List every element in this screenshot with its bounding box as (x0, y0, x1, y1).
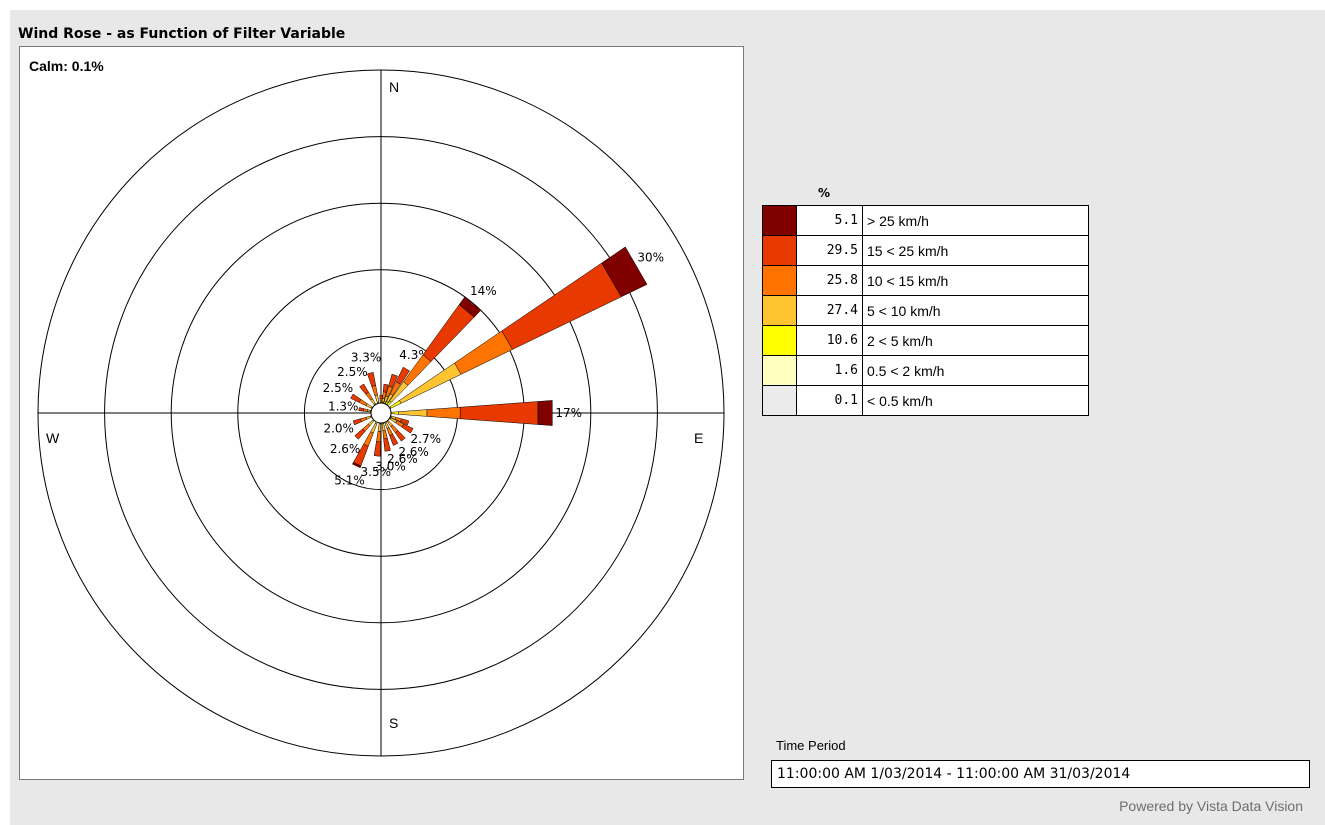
legend-value: 1.6 (796, 355, 863, 386)
legend-swatch (762, 355, 797, 386)
chart-title: Wind Rose - as Function of Filter Variab… (18, 26, 346, 42)
petal-segment (363, 408, 368, 412)
petal-segment (382, 383, 389, 393)
petal-segment (363, 431, 374, 447)
petal-segment (370, 423, 378, 434)
petal-segment (358, 407, 365, 412)
petal-segment (373, 441, 381, 457)
compass-north-label: N (389, 79, 399, 95)
legend-value: 5.1 (796, 205, 863, 236)
legend-row: 10.6 2 < 5 km/h (762, 325, 1089, 356)
legend-percent-header: % (818, 186, 831, 200)
powered-by-footer: Powered by Vista Data Vision (1119, 798, 1303, 814)
petal-segment (382, 429, 388, 440)
legend-label: < 0.5 km/h (862, 385, 1089, 416)
petal-segment (367, 371, 376, 387)
legend-label: 10 < 15 km/h (862, 265, 1089, 296)
calm-circle (370, 402, 392, 424)
petal-label: 1.3% (328, 399, 359, 413)
petal-label: 2.5% (323, 381, 354, 395)
petal-segment (395, 366, 410, 385)
petal-segment (426, 406, 461, 420)
petal-segment (376, 431, 381, 443)
legend-table: 5.1 > 25 km/h 29.5 15 < 25 km/h 25.8 10 < 15 … (762, 205, 1089, 416)
petal-segment (374, 394, 380, 404)
petal-label: 2.0% (323, 421, 354, 435)
petal-label: 2.5% (337, 365, 368, 379)
legend-label: 2 < 5 km/h (862, 325, 1089, 356)
legend-swatch (762, 205, 797, 236)
legend-row: 27.4 5 < 10 km/h (762, 295, 1089, 326)
legend-swatch (762, 385, 797, 416)
petal-segment (350, 393, 362, 403)
legend-row: 29.5 15 < 25 km/h (762, 235, 1089, 266)
legend-label: 5 < 10 km/h (862, 295, 1089, 326)
petal-segment (398, 409, 428, 417)
compass-west-label: W (46, 430, 60, 446)
petal-label: 3.3% (351, 351, 382, 365)
legend-value: 25.8 (796, 265, 863, 296)
petal-segment (379, 395, 383, 399)
petal-label: 3.5% (361, 465, 392, 479)
petal-segment (537, 400, 553, 426)
petal-label: 14% (470, 284, 497, 298)
compass-south-label: S (389, 715, 398, 731)
petal-segment (401, 423, 414, 434)
petal-segment (390, 411, 399, 415)
petal-label: 30% (637, 250, 664, 264)
petal-segment (379, 398, 383, 402)
legend-swatch (762, 295, 797, 326)
petal-segment (381, 423, 386, 431)
legend-label: 0.5 < 2 km/h (862, 355, 1089, 386)
legend-row: 5.1 > 25 km/h (762, 205, 1089, 236)
legend-value: 10.6 (796, 325, 863, 356)
petal-segment (354, 428, 366, 440)
petal-segment (601, 246, 648, 298)
compass-east-label: E (694, 430, 703, 446)
petal-segment (388, 373, 398, 388)
petal-label: 2.6% (387, 452, 418, 466)
petal-label: 2.7% (411, 432, 442, 446)
time-period-field: 11:00:00 AM 1/03/2014 - 11:00:00 AM 31/0… (771, 760, 1310, 788)
legend-row: 0.1 < 0.5 km/h (762, 385, 1089, 416)
petal-segment (400, 418, 410, 426)
legend-label: > 25 km/h (862, 205, 1089, 236)
petal-label: 3.0% (375, 460, 406, 474)
petal-segment (371, 385, 378, 396)
petal-label: 5.1% (334, 474, 365, 488)
petal-segment (454, 330, 513, 375)
legend-value: 29.5 (796, 235, 863, 266)
petal-segment (377, 423, 382, 432)
petal-segment (352, 462, 362, 469)
petal-segment (422, 304, 475, 362)
legend-value: 27.4 (796, 295, 863, 326)
petal-segment (383, 438, 391, 452)
calm-label: Calm: 0.1% (29, 58, 104, 74)
petal-segment (501, 262, 622, 350)
legend-row: 1.6 0.5 < 2 km/h (762, 355, 1089, 386)
legend-swatch (762, 265, 797, 296)
petal-label: 17% (555, 406, 582, 420)
legend-value: 0.1 (796, 385, 863, 416)
time-period-label: Time Period (776, 738, 846, 753)
legend-label: 15 < 25 km/h (862, 235, 1089, 266)
legend-swatch (762, 325, 797, 356)
petal-segment (389, 433, 399, 446)
petal-label: 2.6% (398, 445, 429, 459)
legend-row: 25.8 10 < 15 km/h (762, 265, 1089, 296)
petal-segment (359, 383, 369, 395)
petal-segment (352, 418, 362, 426)
petal-segment (458, 296, 482, 318)
legend-swatch (762, 235, 797, 266)
petal-segment (394, 430, 406, 442)
petal-segment (459, 401, 539, 425)
petal-label: 2.6% (330, 442, 361, 456)
